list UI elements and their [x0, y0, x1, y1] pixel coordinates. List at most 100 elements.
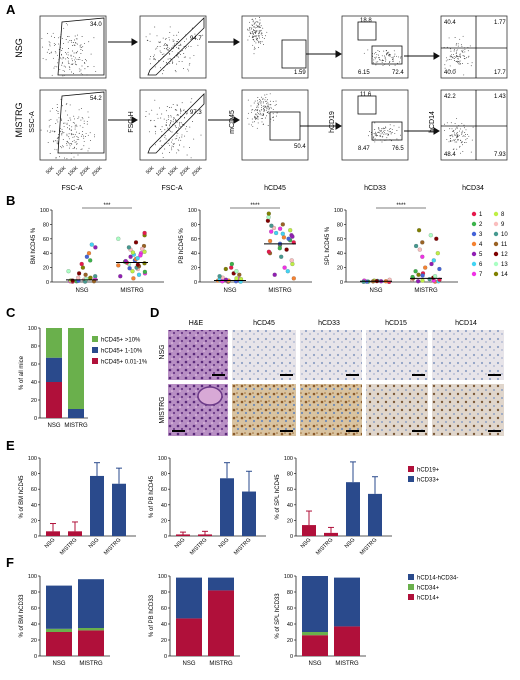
flow-event [379, 59, 381, 61]
flow-event [258, 33, 260, 35]
flow-event [167, 58, 169, 60]
flow-event [81, 59, 83, 61]
flow-event [75, 42, 77, 44]
flow-event [255, 117, 257, 119]
flow-event [398, 126, 400, 128]
flow-event [258, 103, 260, 105]
flow-event [167, 119, 169, 121]
scatter-point [268, 238, 273, 244]
flow-event [456, 60, 458, 62]
bar [368, 493, 382, 536]
flow-event [155, 125, 157, 127]
flow-event [55, 123, 57, 125]
scatter-point [433, 274, 438, 279]
legend-dot [471, 261, 477, 267]
flow-event [94, 136, 95, 138]
flow-event [153, 54, 155, 56]
flow-event [167, 47, 169, 48]
flow-event [175, 71, 177, 73]
flow-event [163, 45, 165, 46]
bar-segment [208, 577, 234, 591]
legend-dot [471, 251, 477, 257]
flow-event [170, 58, 172, 60]
y-tick-label: 80 [43, 222, 49, 228]
flow-event [380, 131, 382, 133]
y-axis-label: % of all mice [19, 355, 25, 390]
flow-event [176, 63, 178, 65]
y-tick-label: 80 [287, 472, 293, 478]
flow-event [46, 130, 48, 132]
flow-event [70, 63, 72, 65]
flow-event [70, 158, 72, 160]
scatter-point [127, 266, 132, 271]
flow-event [462, 35, 464, 37]
scatter-point [223, 266, 228, 272]
x-tick-label: NSG [300, 537, 313, 550]
flow-event [183, 109, 185, 111]
flow-event [255, 27, 256, 29]
flow-event [175, 108, 177, 110]
flow-event [256, 116, 258, 118]
flow-event [453, 130, 455, 131]
flow-event [55, 43, 56, 45]
scatter-point [278, 226, 283, 231]
flow-event [453, 50, 455, 52]
flow-event [155, 133, 157, 135]
flow-event [258, 104, 260, 106]
scatter-point [416, 279, 421, 284]
flow-event [251, 118, 253, 120]
flow-event [80, 72, 82, 74]
flow-event [380, 136, 382, 138]
flow-event [63, 57, 65, 59]
flow-event [372, 137, 374, 139]
flow-event [87, 134, 89, 136]
flow-event [185, 56, 187, 58]
flow-event [379, 132, 380, 134]
flow-event [252, 108, 254, 110]
flow-event [186, 154, 188, 156]
scatter-point [135, 262, 140, 267]
flow-event [254, 35, 256, 37]
flow-event [82, 135, 84, 137]
flow-event [55, 52, 57, 54]
bar-segment [334, 577, 360, 627]
flow-event [250, 124, 252, 126]
flow-event [397, 56, 399, 58]
scatter-point [135, 256, 140, 261]
legend-dot [493, 251, 499, 257]
flow-event [389, 124, 391, 126]
flow-event [264, 117, 266, 119]
flow-event [171, 139, 173, 141]
legend-swatch-red [408, 594, 414, 600]
flow-event [80, 135, 82, 137]
flow-event [390, 132, 392, 134]
flow-event [175, 119, 177, 121]
flow-event [393, 50, 395, 52]
flow-event [386, 53, 388, 55]
bar-segment [68, 409, 84, 418]
flow-event [54, 131, 56, 133]
flow-event [256, 109, 258, 111]
flow-event [449, 69, 451, 71]
flow-event [59, 68, 61, 70]
flow-event [247, 29, 249, 31]
flow-event [180, 122, 182, 124]
flow-event [74, 42, 76, 44]
flow-event [252, 38, 254, 40]
flow-event [157, 46, 159, 47]
legend-dot [471, 271, 477, 277]
flow-event [191, 98, 193, 100]
flow-event [263, 110, 265, 111]
flow-event [68, 48, 69, 49]
flow-event [74, 62, 76, 64]
panel-letter-f: F [6, 555, 14, 570]
scatter-point [118, 274, 123, 279]
flow-event [388, 51, 390, 53]
flow-event [170, 119, 172, 121]
flow-event [170, 106, 172, 108]
flow-event [262, 113, 264, 115]
flow-event [380, 129, 382, 131]
flow-event [472, 126, 474, 128]
flow-event [252, 20, 254, 22]
flow-event [74, 57, 76, 59]
